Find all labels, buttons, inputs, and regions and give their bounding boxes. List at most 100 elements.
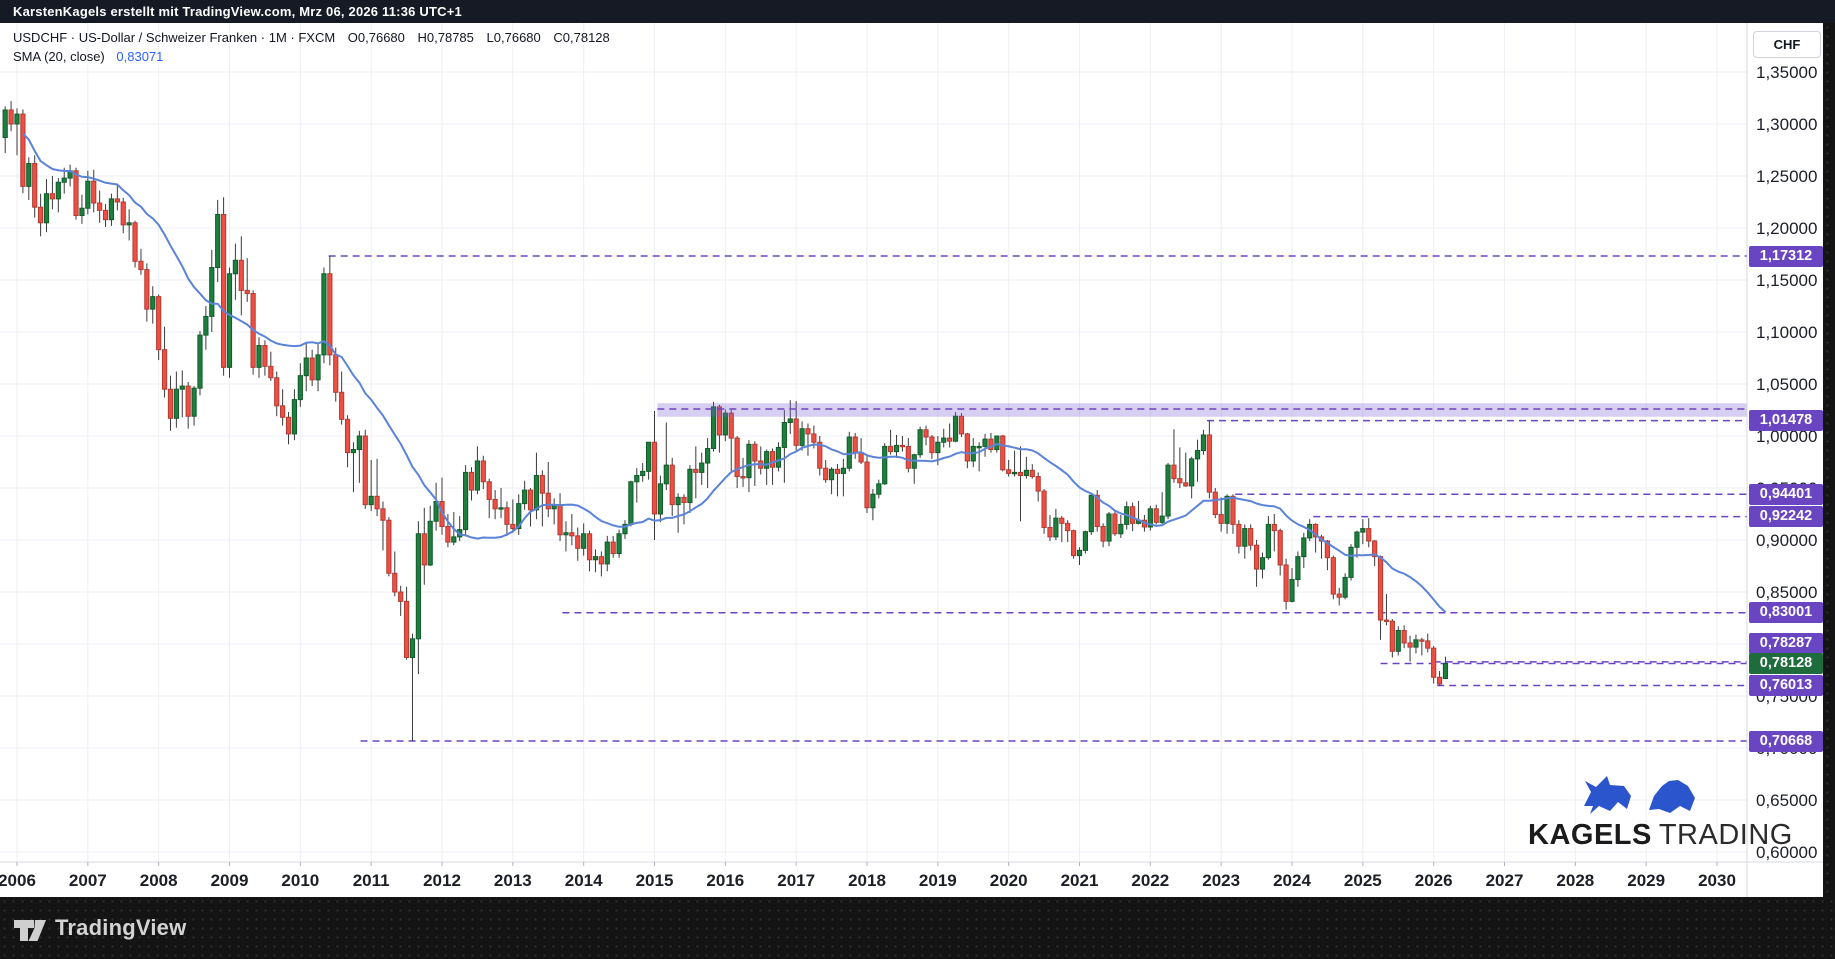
tradingview-logo[interactable]: TradingView	[13, 914, 186, 942]
candle	[203, 306, 209, 350]
candle	[610, 535, 616, 558]
currency-toggle-chf[interactable]: CHF	[1753, 31, 1821, 58]
candle	[693, 446, 699, 499]
candle	[1377, 555, 1384, 640]
candle	[1236, 520, 1242, 554]
candle	[592, 549, 599, 573]
year-label: 2011	[353, 871, 390, 890]
candle	[1277, 528, 1283, 576]
legend-sma-row[interactable]: SMA (20, close) 0,83071	[13, 48, 610, 66]
sma-line[interactable]	[22, 132, 1447, 613]
year-label: 2024	[1273, 871, 1311, 890]
candle	[285, 412, 292, 445]
candle	[339, 371, 345, 425]
candle	[1065, 520, 1071, 543]
candle	[952, 412, 959, 443]
candle	[421, 507, 427, 585]
candle	[215, 199, 221, 283]
candle	[622, 520, 628, 539]
candle	[1289, 568, 1295, 603]
year-label: 2022	[1131, 871, 1169, 890]
candle	[764, 449, 770, 485]
year-label: 2020	[990, 871, 1028, 890]
candle	[893, 434, 900, 458]
price-level-badge: 1,01478	[1749, 410, 1823, 432]
price-chart[interactable]: 2006 2007 2008 2009 2010 2011 2012 2013 2014 2015…	[0, 23, 1823, 897]
candle	[651, 411, 658, 540]
candle	[1082, 530, 1088, 554]
candle	[1212, 488, 1218, 519]
candle	[1407, 635, 1413, 662]
candle	[1360, 519, 1366, 545]
candle	[917, 426, 923, 458]
candle	[1295, 551, 1301, 587]
chart-legend[interactable]: USDCHF · US-Dollar / Schweizer Franken ·…	[13, 29, 610, 66]
candle	[575, 527, 581, 561]
candle	[634, 468, 640, 503]
candle	[1389, 619, 1395, 658]
candle	[1253, 540, 1260, 587]
candle	[545, 462, 551, 518]
candle	[586, 530, 593, 572]
candle	[73, 167, 79, 220]
price-tick-label: 1,00000	[1756, 427, 1817, 446]
candle	[197, 330, 203, 396]
candle	[191, 386, 197, 426]
price-tick-label: 1,15000	[1756, 271, 1817, 290]
candle	[61, 167, 67, 194]
candle	[1419, 637, 1425, 656]
legend-symbol-row[interactable]: USDCHF · US-Dollar / Schweizer Franken ·…	[13, 29, 610, 47]
candle	[1011, 450, 1018, 477]
candle	[527, 488, 534, 527]
candle	[161, 326, 168, 398]
candle	[386, 517, 392, 577]
symbol-title[interactable]: USDCHF · US-Dollar / Schweizer Franken ·…	[13, 30, 336, 45]
candle	[209, 249, 215, 332]
candle	[769, 448, 776, 485]
candle	[250, 290, 256, 375]
candle	[1017, 446, 1024, 522]
price-level-badge: 0,70668	[1749, 730, 1823, 752]
candle	[262, 340, 268, 376]
candle	[280, 389, 286, 426]
level-lines[interactable]	[328, 255, 1747, 742]
ohlc-close: C0,78128	[553, 30, 610, 45]
candle	[97, 190, 103, 223]
supply-zone[interactable]	[657, 403, 1747, 417]
price-level-badge: 1,17312	[1749, 245, 1823, 267]
candle	[539, 470, 545, 527]
candle	[1194, 439, 1201, 482]
year-label: 2025	[1344, 871, 1382, 890]
price-level-badge: 0,92242	[1749, 506, 1823, 528]
candle	[380, 501, 386, 551]
candle	[1206, 420, 1212, 499]
candle	[486, 478, 492, 519]
candle	[581, 523, 587, 556]
candle	[1147, 505, 1153, 531]
ohlc-open: O0,76680	[347, 30, 405, 45]
sma-label[interactable]: SMA (20, close)	[13, 49, 105, 64]
chart-panel[interactable]: 2006 2007 2008 2009 2010 2011 2012 2013 2014 2015…	[0, 23, 1823, 897]
candle	[256, 337, 262, 378]
candle	[728, 410, 734, 472]
sma-value: 0,83071	[116, 49, 164, 64]
year-label: 2027	[1486, 871, 1524, 890]
candle	[2, 106, 8, 154]
candle	[705, 438, 711, 488]
candle	[1366, 518, 1372, 548]
candle	[516, 494, 522, 535]
candle	[138, 248, 144, 275]
candle	[852, 432, 858, 459]
candle	[923, 425, 929, 446]
candle	[1112, 510, 1118, 536]
candle	[403, 586, 410, 660]
candle	[463, 465, 469, 536]
candle	[1242, 524, 1248, 559]
candle	[309, 349, 315, 387]
year-label: 2021	[1061, 871, 1099, 890]
year-label: 2019	[919, 871, 957, 890]
gridlines	[0, 23, 1747, 862]
candle	[315, 343, 321, 392]
candle	[392, 551, 398, 597]
candle	[1059, 516, 1065, 543]
